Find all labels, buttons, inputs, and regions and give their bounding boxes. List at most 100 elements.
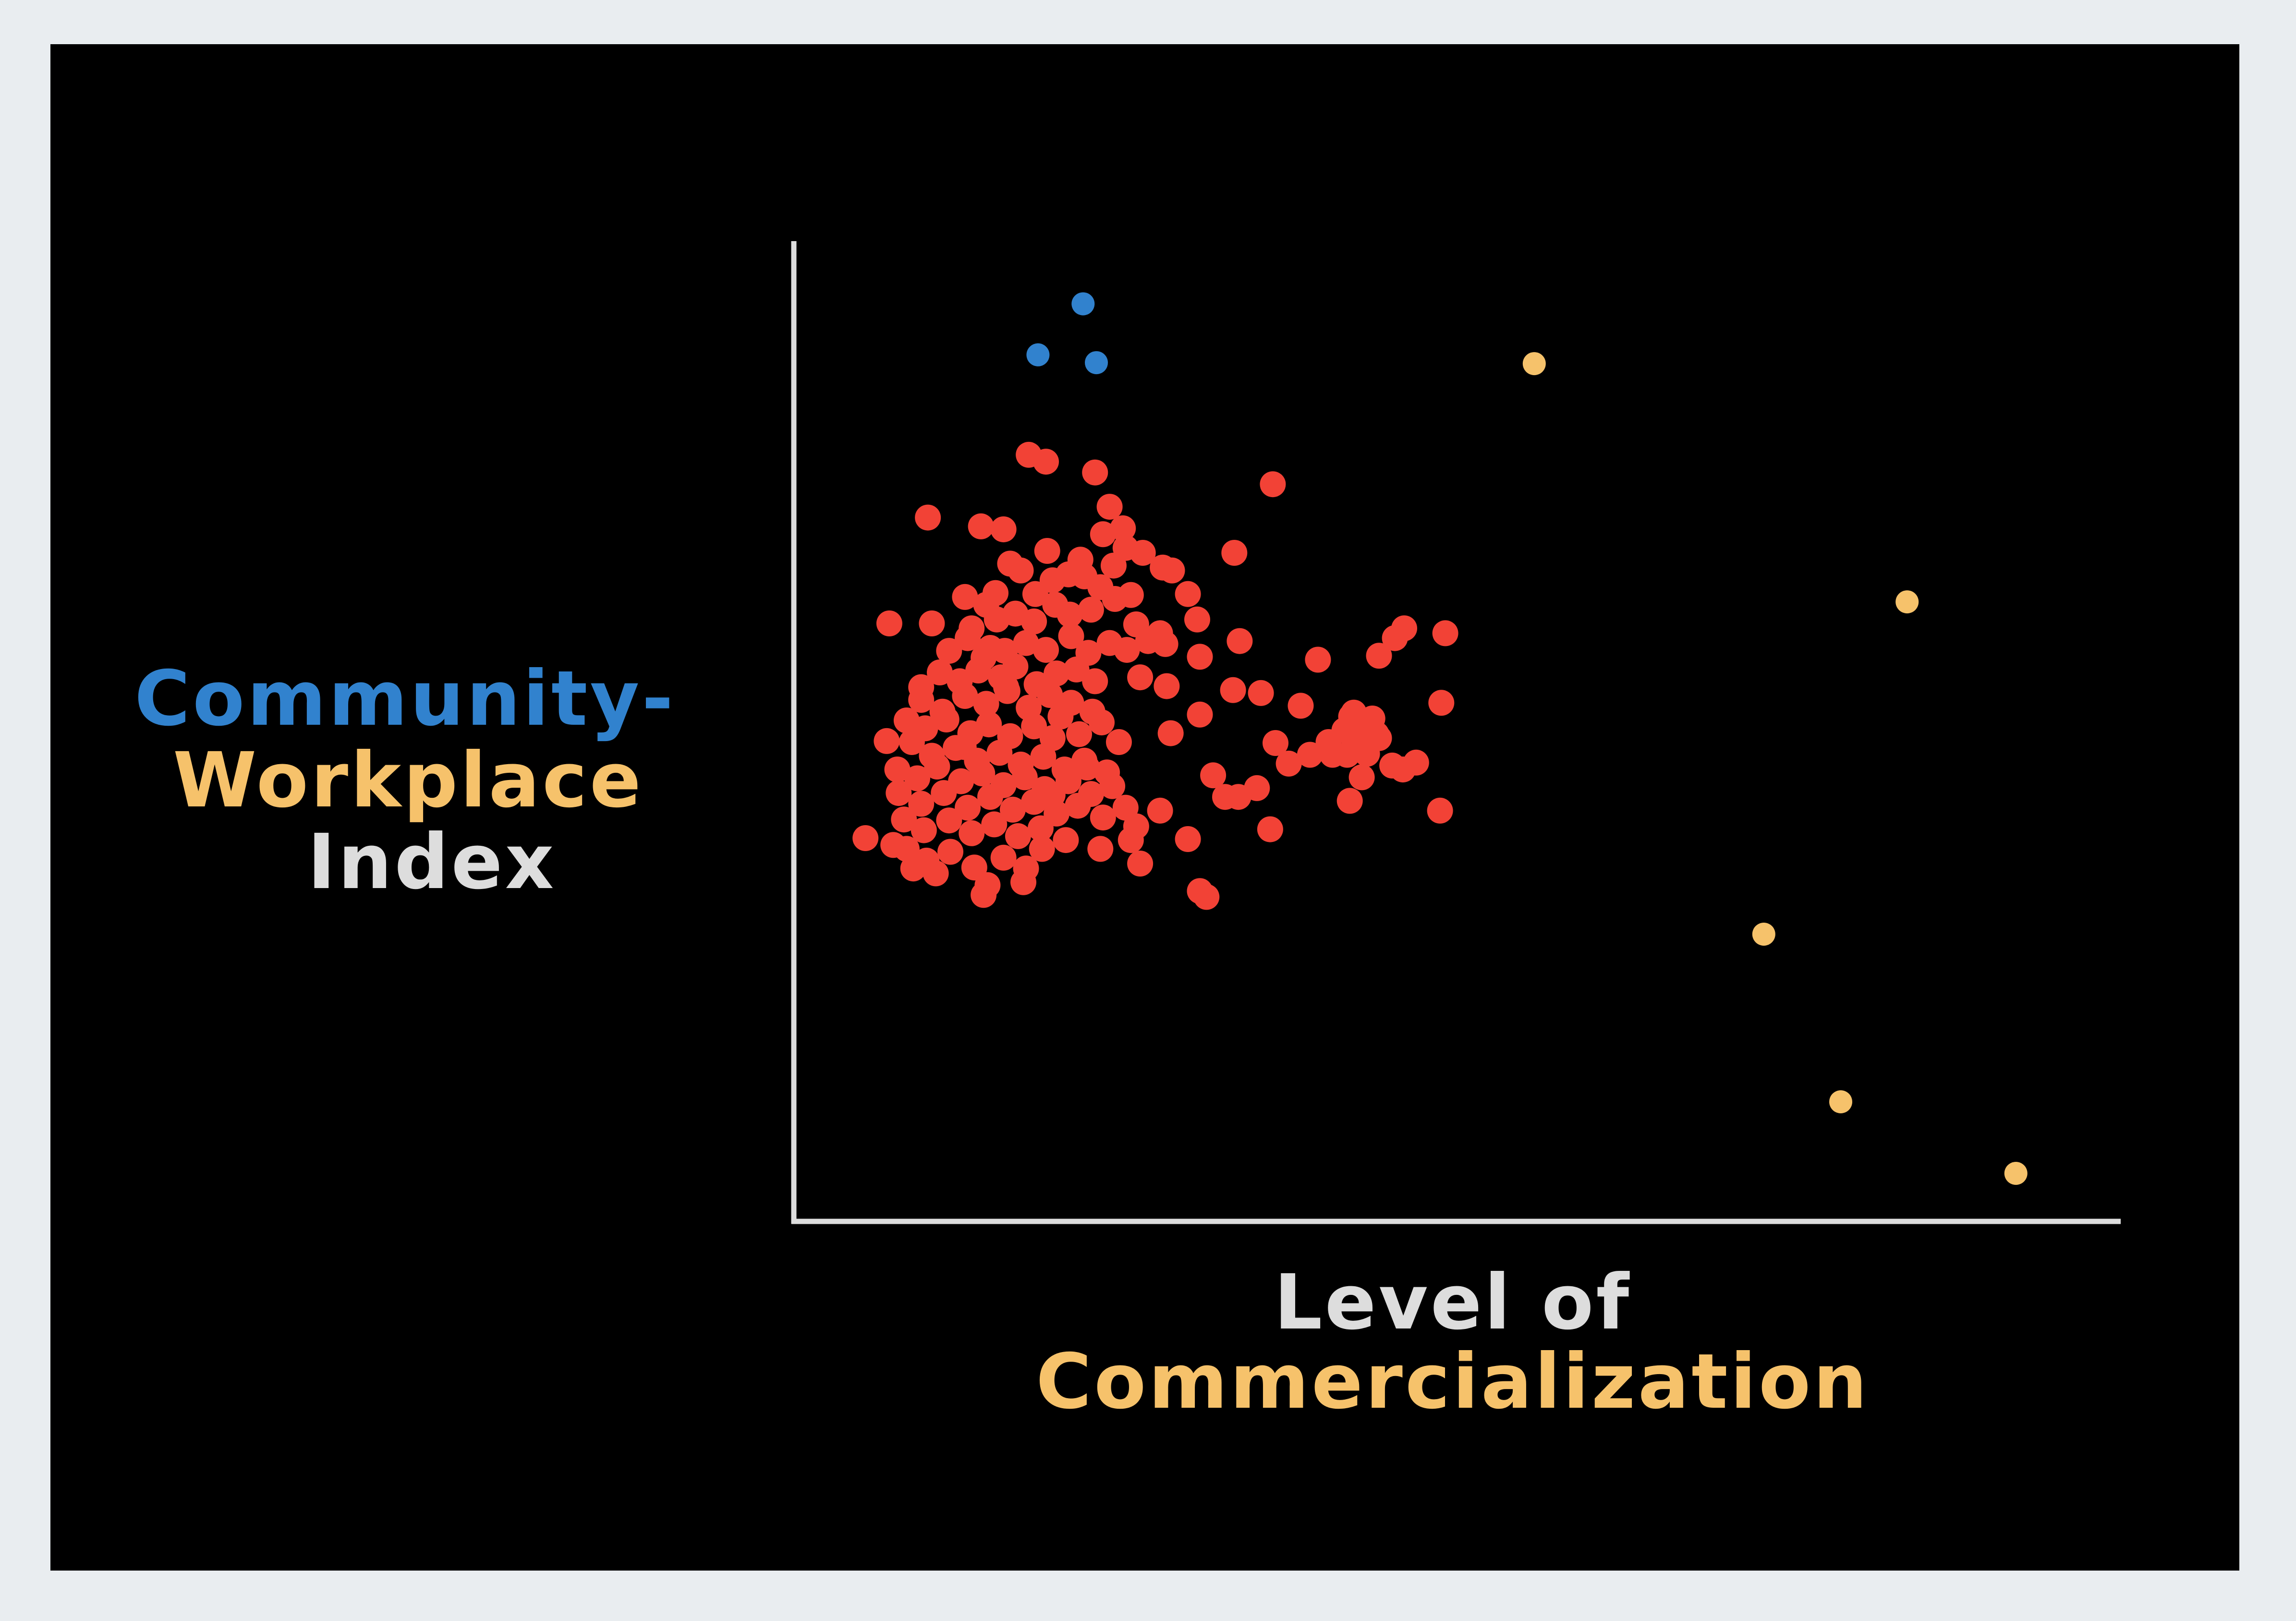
data-point	[1090, 521, 1116, 548]
data-point	[1193, 884, 1220, 910]
data-point	[981, 811, 1008, 838]
data-point	[876, 610, 902, 636]
data-point	[1026, 343, 1050, 366]
y-axis-label-line2: Workplace	[173, 736, 644, 825]
data-point	[1082, 668, 1108, 695]
data-point	[1027, 815, 1054, 841]
data-point	[1257, 816, 1283, 842]
data-point	[1057, 601, 1083, 628]
data-point	[1127, 851, 1154, 877]
data-point	[1427, 797, 1453, 824]
data-point	[874, 728, 900, 754]
y-axis-label-line3: Index	[307, 818, 557, 906]
x-axis-label-line2: Commercialization	[1036, 1338, 1870, 1426]
data-point	[1522, 352, 1546, 376]
data-point	[900, 855, 926, 882]
data-point	[899, 729, 925, 755]
data-point	[955, 794, 981, 821]
data-point	[1118, 827, 1144, 853]
data-point	[1127, 664, 1154, 691]
data-point	[1078, 597, 1104, 623]
data-point	[1403, 749, 1429, 776]
data-point	[993, 674, 1020, 700]
data-point	[1175, 826, 1201, 852]
data-point	[1248, 680, 1274, 706]
data-point	[1112, 794, 1139, 821]
data-point	[1090, 804, 1116, 831]
data-point	[990, 844, 1017, 871]
data-point	[1829, 1090, 1852, 1113]
data-point	[1029, 836, 1055, 862]
data-point	[1021, 608, 1047, 634]
data-point	[1895, 590, 1919, 614]
data-point	[1297, 742, 1323, 768]
data-point	[936, 807, 962, 834]
data-point	[1432, 620, 1458, 646]
data-point	[990, 516, 1017, 543]
data-point	[1110, 515, 1136, 541]
data-point	[1096, 494, 1123, 520]
data-point	[1366, 643, 1392, 669]
data-point	[959, 820, 985, 846]
data-point	[1071, 292, 1095, 316]
data-point	[884, 756, 911, 783]
data-point	[1021, 713, 1047, 740]
data-point	[1047, 703, 1074, 730]
data-point	[1066, 721, 1092, 747]
data-point	[919, 610, 945, 636]
data-point	[908, 674, 935, 700]
data-point	[976, 711, 1002, 738]
data-point	[1053, 827, 1079, 853]
data-point	[1058, 623, 1084, 649]
data-point	[1157, 720, 1184, 746]
data-point	[1044, 660, 1070, 687]
data-point	[1033, 637, 1059, 663]
data-point	[936, 638, 962, 664]
x-axis-label-line1: Level of	[1274, 1258, 1632, 1347]
data-point	[1005, 823, 1031, 849]
data-point	[1184, 606, 1210, 633]
data-point	[977, 635, 1003, 661]
data-point	[983, 580, 1008, 606]
data-point	[891, 806, 917, 833]
data-point	[1152, 631, 1178, 657]
data-point	[1263, 730, 1288, 756]
data-point	[1099, 773, 1126, 799]
data-point	[1082, 459, 1108, 486]
data-point	[1085, 351, 1108, 375]
data-point	[2004, 1162, 2028, 1185]
data-point	[1382, 625, 1408, 651]
data-point	[1089, 709, 1115, 736]
data-point	[1348, 764, 1375, 791]
data-point	[950, 734, 977, 760]
data-point	[969, 760, 996, 787]
data-point	[1130, 540, 1156, 566]
data-point	[908, 791, 935, 817]
data-point	[986, 740, 1013, 766]
data-point	[1087, 836, 1114, 862]
data-point	[1037, 682, 1063, 708]
data-point	[999, 796, 1026, 823]
data-point	[971, 882, 997, 908]
data-point	[1100, 552, 1127, 579]
data-point	[931, 780, 957, 806]
data-point	[952, 683, 978, 709]
data-point	[933, 707, 960, 732]
data-point	[937, 839, 963, 865]
data-point	[952, 584, 978, 610]
data-point	[1260, 471, 1286, 498]
data-point	[1227, 628, 1253, 654]
data-point	[924, 754, 950, 780]
data-point	[1154, 673, 1180, 699]
data-point	[911, 817, 937, 843]
data-point	[1033, 449, 1059, 475]
data-point	[1147, 797, 1173, 824]
data-point	[1220, 677, 1246, 703]
data-point	[880, 832, 907, 858]
data-point	[1102, 586, 1128, 612]
data-point	[1288, 693, 1314, 719]
data-point	[1105, 729, 1132, 755]
data-point	[1363, 721, 1389, 747]
data-point	[977, 784, 1003, 810]
data-point	[1008, 557, 1034, 584]
